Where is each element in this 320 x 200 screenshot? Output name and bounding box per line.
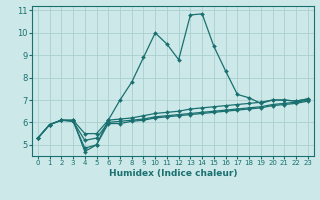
X-axis label: Humidex (Indice chaleur): Humidex (Indice chaleur)	[108, 169, 237, 178]
